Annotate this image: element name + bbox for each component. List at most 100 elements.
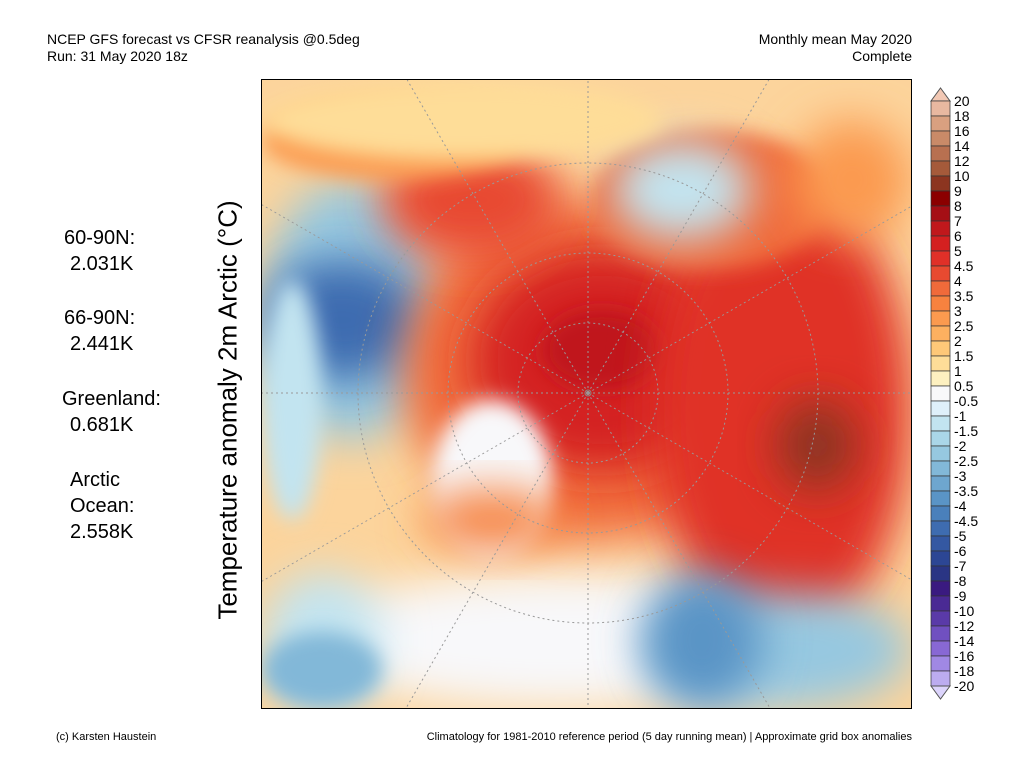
colorbar-bin [930, 310, 951, 327]
stat-60-90n-value: 2.031K [70, 253, 134, 275]
colorbar-bin [930, 490, 951, 507]
colorbar-bin [930, 265, 951, 282]
colorbar-top-triangle [930, 87, 951, 102]
colorbar-bin [930, 625, 951, 642]
colorbar-tick-label: -5 [954, 528, 967, 544]
colorbar-tick-label: 8 [954, 198, 962, 214]
stat-arctic-ocean-label-2: Ocean: [70, 495, 135, 517]
colorbar-tick-label: -18 [954, 663, 974, 679]
colorbar-bin [930, 340, 951, 357]
colorbar-bin [930, 250, 951, 267]
colorbar-tick-label: -16 [954, 648, 974, 664]
anomaly-region [262, 80, 662, 160]
colorbar-tick-label: 4.5 [954, 258, 974, 274]
colorbar-bin [930, 430, 951, 447]
colorbar-bin [930, 145, 951, 162]
colorbar-bin [930, 370, 951, 387]
colorbar-bin [930, 655, 951, 672]
colorbar-tick-label: -1 [954, 408, 967, 424]
colorbar-bin [930, 610, 951, 627]
anomaly-region [777, 400, 857, 490]
colorbar-tick-label: 9 [954, 183, 962, 199]
colorbar-bin [930, 475, 951, 492]
colorbar-bin [930, 640, 951, 657]
colorbar-bin [930, 385, 951, 402]
stat-66-90n-label: 66-90N: [64, 307, 136, 329]
colorbar-tick-label: -10 [954, 603, 974, 619]
colorbar-tick-label: -3 [954, 468, 967, 484]
stat-arctic-ocean-label: Arctic [70, 469, 120, 491]
colorbar-bin [930, 220, 951, 237]
colorbar-tick-label: 10 [954, 168, 970, 184]
colorbar-tick-label: 7 [954, 213, 962, 229]
colorbar-bottom-triangle [930, 685, 951, 700]
colorbar: 201816141210987654.543.532.521.510.5-0.5… [930, 87, 978, 700]
colorbar-tick-label: 14 [954, 138, 970, 154]
colorbar-bin [930, 355, 951, 372]
anomaly-region [262, 632, 382, 708]
colorbar-bin [930, 325, 951, 342]
colorbar-tick-label: 3.5 [954, 288, 974, 304]
colorbar-bin [930, 505, 951, 522]
title-line-1: NCEP GFS forecast vs CFSR reanalysis @0.… [47, 31, 360, 47]
colorbar-bin [930, 235, 951, 252]
colorbar-tick-label: 1.5 [954, 348, 974, 364]
colorbar-tick-label: -6 [954, 543, 967, 559]
colorbar-tick-label: -3.5 [954, 483, 978, 499]
colorbar-bin [930, 130, 951, 147]
title-line-2: Run: 31 May 2020 18z [47, 48, 188, 64]
meridian-line [405, 392, 589, 708]
colorbar-tick-label: -2 [954, 438, 967, 454]
colorbar-tick-label: -1.5 [954, 423, 978, 439]
anomaly-region [262, 280, 322, 520]
colorbar-tick-label: -4 [954, 498, 967, 514]
colorbar-tick-label: 3 [954, 303, 962, 319]
colorbar-tick-label: 6 [954, 228, 962, 244]
colorbar-bin [930, 100, 951, 117]
colorbar-bin [930, 175, 951, 192]
footer-note: Climatology for 1981-2010 reference peri… [426, 731, 912, 743]
stat-66-90n-value: 2.441K [70, 333, 134, 355]
colorbar-bin [930, 280, 951, 297]
meridian-line [587, 80, 770, 394]
north-pole-marker [584, 389, 592, 397]
colorbar-bin [930, 535, 951, 552]
status-label: Complete [852, 48, 912, 64]
anomaly-region [612, 140, 752, 240]
colorbar-bin [930, 205, 951, 222]
meridian-line [587, 392, 911, 580]
colorbar-bin [930, 520, 951, 537]
meridian-line [406, 80, 589, 394]
colorbar-bin [930, 400, 951, 417]
colorbar-bin [930, 565, 951, 582]
colorbar-bin [930, 460, 951, 477]
colorbar-tick-label: 5 [954, 243, 962, 259]
colorbar-tick-label: 2.5 [954, 318, 974, 334]
colorbar-tick-label: 2 [954, 333, 962, 349]
period-label: Monthly mean May 2020 [758, 31, 912, 47]
colorbar-tick-label: 16 [954, 123, 970, 139]
colorbar-bin [930, 445, 951, 462]
colorbar-tick-label: -4.5 [954, 513, 978, 529]
anomaly-region [422, 490, 562, 550]
colorbar-bin [930, 190, 951, 207]
stat-arctic-ocean-value: 2.558K [70, 521, 134, 543]
colorbar-tick-label: -12 [954, 618, 974, 634]
colorbar-bin [930, 295, 951, 312]
colorbar-tick-label: -20 [954, 678, 974, 694]
colorbar-tick-label: -0.5 [954, 393, 978, 409]
anomaly-region [642, 572, 762, 708]
colorbar-tick-label: 4 [954, 273, 962, 289]
meridian-line [587, 392, 771, 708]
anomaly-region [542, 310, 662, 390]
colorbar-tick-label: -7 [954, 558, 967, 574]
colorbar-tick-label: 0.5 [954, 378, 974, 394]
colorbar-bin [930, 595, 951, 612]
colorbar-bin [930, 670, 951, 687]
map-field [262, 80, 911, 708]
colorbar-bin [930, 115, 951, 132]
stat-greenland-value: 0.681K [70, 414, 134, 436]
stat-60-90n-label: 60-90N: [64, 227, 136, 249]
anomaly-region [793, 120, 911, 240]
copyright: (c) Karsten Haustein [56, 731, 157, 743]
